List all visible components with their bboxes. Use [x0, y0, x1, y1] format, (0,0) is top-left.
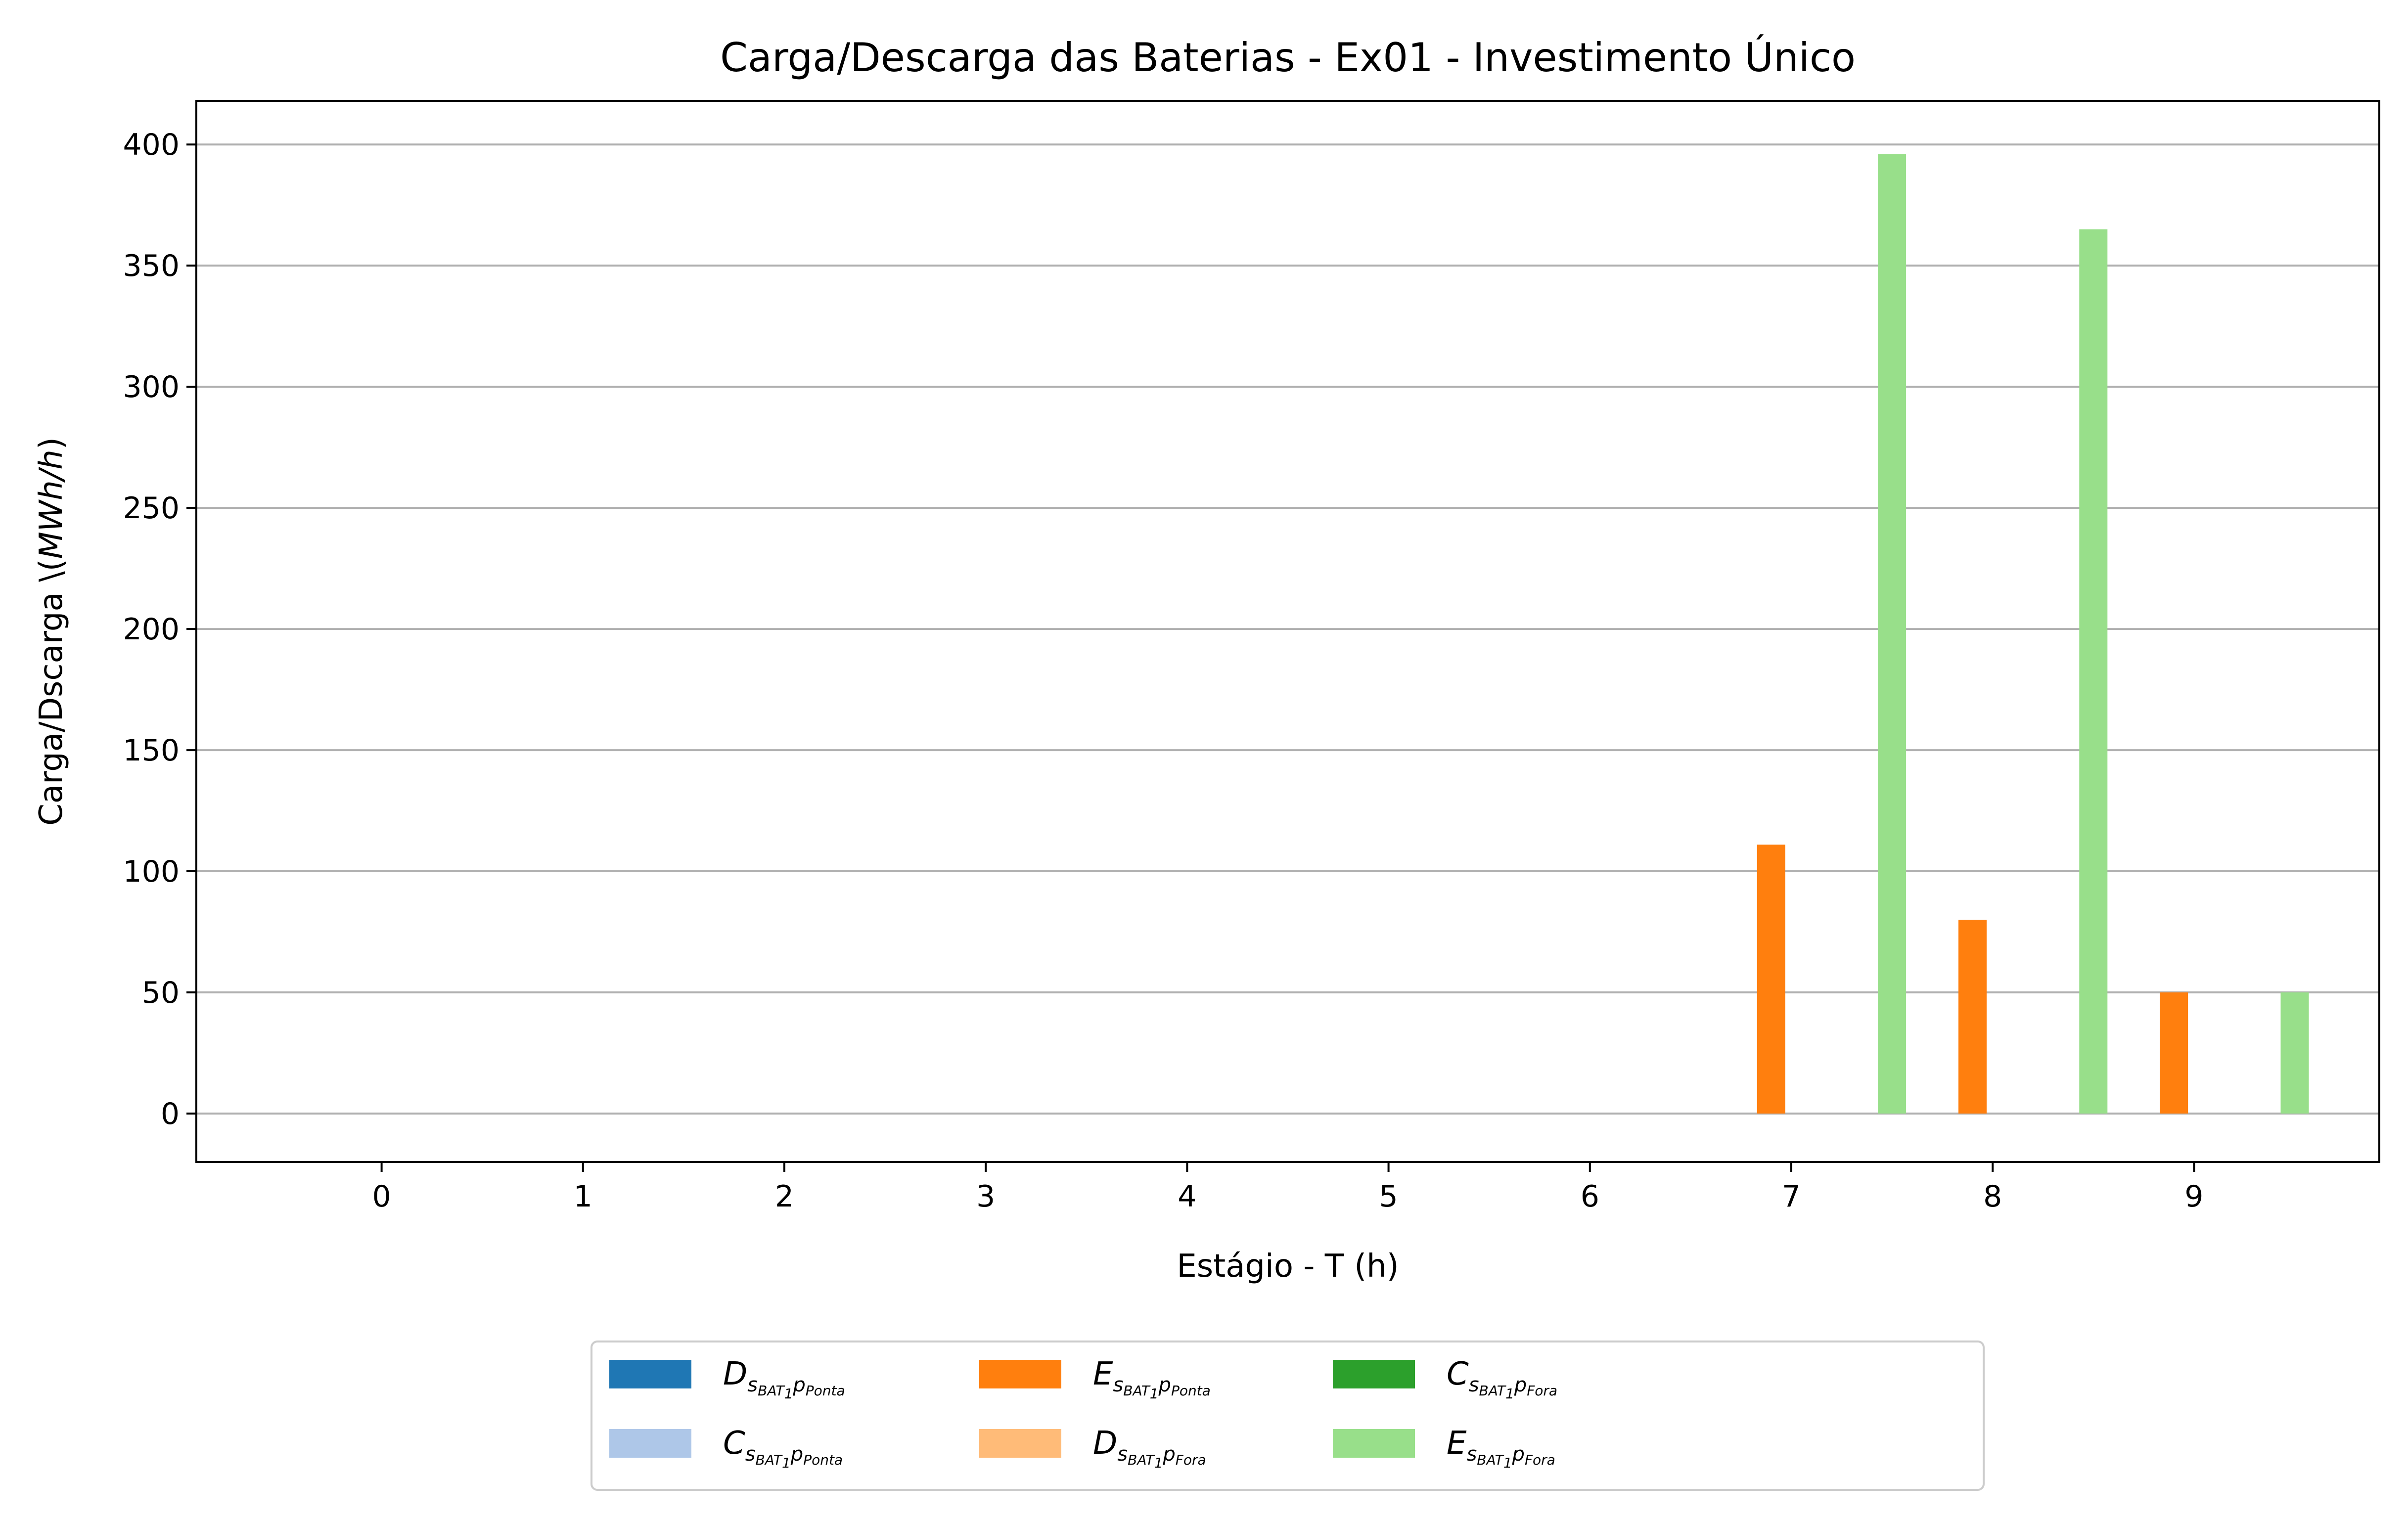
bar-series-5-stage-7 [1878, 154, 1907, 1114]
legend-label-5: EsBAT1pFora [1447, 1425, 1555, 1471]
legend-swatch-4 [1333, 1360, 1415, 1388]
y-tick-label-200: 200 [123, 612, 180, 647]
legend-label-1: CsBAT1pPonta [723, 1425, 843, 1471]
bar-series-2-stage-9 [2160, 992, 2188, 1114]
legend-label-3: DsBAT1pFora [1093, 1425, 1206, 1471]
legend-label-4: CsBAT1pFora [1447, 1356, 1557, 1402]
x-tick-label-4: 4 [1178, 1179, 1196, 1214]
x-tick-label-7: 7 [1782, 1179, 1801, 1214]
legend-swatch-5 [1333, 1429, 1415, 1458]
legend-label-2: EsBAT1pPonta [1093, 1356, 1211, 1402]
y-tick-label-50: 50 [142, 976, 180, 1010]
bar-series-5-stage-8 [2079, 229, 2108, 1114]
y-tick-label-250: 250 [123, 491, 180, 526]
y-tick-label-400: 400 [123, 128, 180, 162]
x-tick-label-5: 5 [1379, 1179, 1398, 1214]
legend-swatch-1 [609, 1429, 691, 1458]
x-tick-label-8: 8 [1983, 1179, 2002, 1214]
bar-series-5-stage-9 [2280, 992, 2309, 1114]
y-axis-label: Carga/Dscarga \(MWh/h) [33, 437, 70, 826]
legend-swatch-2 [979, 1360, 1061, 1388]
x-tick-label-2: 2 [775, 1179, 794, 1214]
bars [1757, 154, 2309, 1114]
y-axis: 0 50 100 150 200 250 300 350 400 [123, 128, 196, 1131]
y-tick-label-0: 0 [161, 1097, 180, 1131]
y-tick-label-300: 300 [123, 370, 180, 404]
plot-frame [195, 100, 2380, 1163]
chart-title: Carga/Descarga das Baterias - Ex01 - Inv… [720, 34, 1856, 81]
x-tick-label-0: 0 [372, 1179, 391, 1214]
y-tick-label-100: 100 [123, 854, 180, 889]
x-tick-label-9: 9 [2184, 1179, 2203, 1214]
legend-frame [591, 1341, 1985, 1491]
legend-label-0: DsBAT1pPonta [723, 1356, 845, 1402]
bar-series-2-stage-7 [1757, 845, 1785, 1114]
y-tick-label-150: 150 [123, 733, 180, 768]
bar-series-2-stage-8 [1958, 920, 1987, 1114]
x-tick-label-1: 1 [574, 1179, 592, 1214]
x-axis: 0 1 2 3 4 5 6 7 8 9 [372, 1162, 2203, 1214]
legend-swatch-0 [609, 1360, 691, 1388]
x-axis-label: Estágio - T (h) [1177, 1248, 1399, 1285]
legend: DsBAT1pPonta CsBAT1pPonta EsBAT1pPonta DsBA… [591, 1341, 1985, 1491]
x-tick-label-3: 3 [976, 1179, 995, 1214]
gridlines [196, 143, 2379, 1115]
legend-swatch-3 [979, 1429, 1061, 1458]
y-tick-label-350: 350 [123, 249, 180, 283]
x-tick-label-6: 6 [1581, 1179, 1599, 1214]
